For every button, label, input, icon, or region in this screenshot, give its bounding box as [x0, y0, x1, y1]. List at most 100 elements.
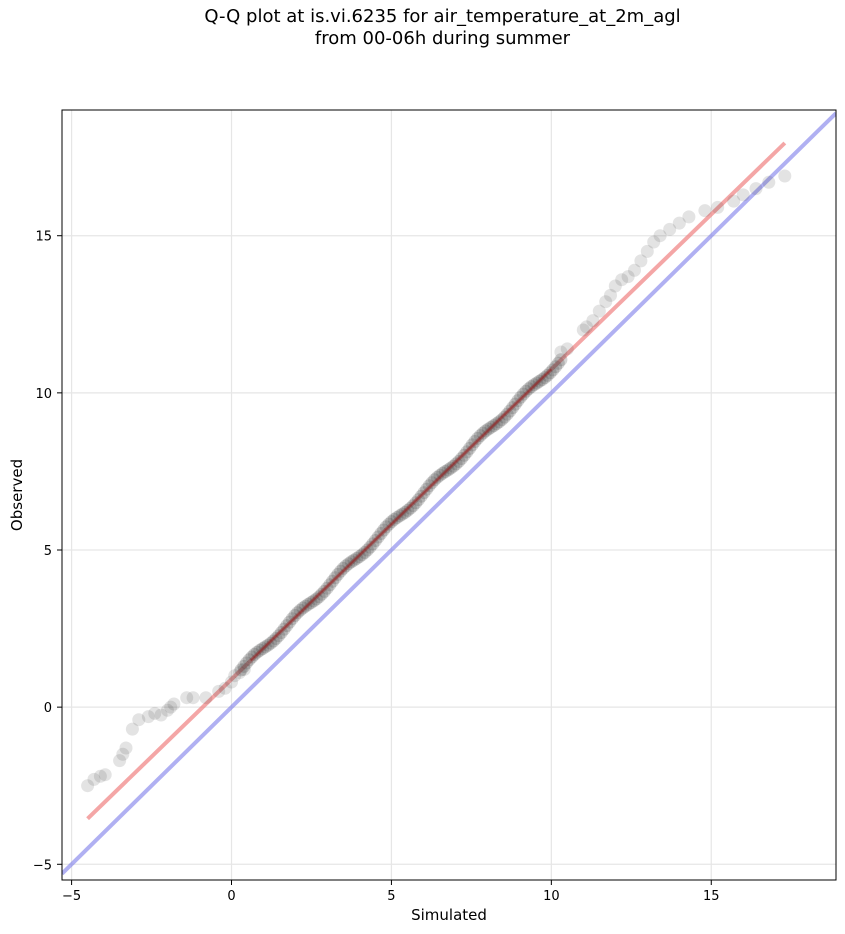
data-point: [245, 650, 259, 664]
data-point: [164, 700, 178, 714]
data-point: [484, 420, 498, 434]
data-point: [398, 505, 412, 519]
data-point: [401, 503, 415, 517]
data-point: [430, 470, 444, 484]
data-point: [495, 413, 509, 427]
data-point: [586, 314, 600, 328]
data-point: [647, 235, 661, 249]
data-point: [218, 681, 232, 695]
data-point: [449, 457, 463, 471]
data-point: [299, 599, 313, 613]
grid: [62, 110, 836, 880]
data-point: [154, 708, 168, 722]
data-point: [336, 561, 350, 575]
data-point: [81, 779, 95, 793]
data-point: [237, 662, 251, 676]
data-point: [280, 619, 294, 633]
data-point: [543, 366, 557, 380]
chart-title-line-2: from 00-06h during summer: [314, 28, 571, 49]
data-point: [242, 653, 256, 667]
trend-overlay-layer: [250, 368, 553, 662]
data-point: [698, 204, 712, 218]
data-point: [476, 426, 490, 440]
data-point: [237, 659, 251, 673]
data-point: [328, 571, 342, 585]
data-point: [390, 511, 404, 524]
data-point: [608, 279, 622, 293]
data-point: [87, 772, 101, 786]
data-point: [749, 182, 763, 196]
data-point: [315, 587, 329, 601]
data-point: [301, 597, 315, 611]
data-point: [406, 499, 420, 513]
axis-ticks: −5 0 5 10 15 −5 0 5 10 15: [33, 230, 720, 904]
data-point: [382, 517, 396, 531]
data-point: [762, 175, 776, 189]
data-point: [508, 397, 522, 411]
data-point: [535, 373, 549, 387]
data-point: [269, 632, 283, 645]
data-point: [500, 407, 514, 421]
data-point: [438, 465, 452, 478]
data-point: [320, 581, 334, 595]
data-point: [377, 523, 391, 537]
data-point: [307, 594, 321, 608]
data-point: [481, 422, 495, 436]
data-point: [455, 452, 468, 465]
data-point: [487, 419, 501, 433]
data-point: [425, 476, 439, 490]
data-point: [441, 463, 455, 477]
data-point: [604, 288, 617, 302]
data-point: [527, 378, 541, 392]
y-tick-label: 10: [35, 387, 52, 402]
data-point: [317, 584, 331, 598]
fit-line: [86, 141, 787, 821]
data-point: [682, 210, 696, 224]
data-point: [248, 647, 261, 661]
data-point: [304, 596, 318, 610]
y-tick-label: 0: [44, 701, 52, 716]
data-point: [277, 622, 291, 636]
data-point: [554, 353, 568, 367]
data-point: [199, 691, 213, 705]
data-point: [615, 273, 629, 287]
data-point: [489, 417, 503, 431]
y-tick-label: 15: [35, 230, 52, 245]
data-point: [538, 371, 552, 385]
data-point: [369, 534, 382, 547]
data-point: [778, 169, 792, 183]
data-point: [141, 710, 155, 724]
data-point: [291, 606, 304, 620]
data-point: [387, 512, 401, 526]
data-point: [228, 669, 242, 683]
x-tick-label: 0: [227, 889, 235, 904]
data-point: [653, 229, 667, 243]
data-point: [148, 706, 162, 720]
y-tick-label: 5: [44, 544, 52, 559]
data-point: [465, 438, 479, 452]
data-point: [366, 537, 380, 551]
data-point: [634, 254, 648, 268]
data-point: [403, 501, 417, 515]
data-point: [433, 468, 447, 482]
data-point: [640, 244, 654, 258]
data-point: [261, 638, 275, 652]
x-tick-label: 15: [703, 889, 720, 904]
x-tick-label: 10: [543, 889, 560, 904]
data-point: [347, 553, 361, 567]
data-point: [234, 663, 248, 677]
y-axis-label: Observed: [8, 459, 26, 531]
plot-frame: [61, 109, 837, 881]
data-point: [363, 540, 377, 554]
trend-overlay-line: [250, 368, 553, 662]
data-point: [621, 270, 635, 284]
data-point: [358, 546, 372, 559]
data-point: [250, 645, 264, 659]
data-point: [374, 527, 388, 540]
data-point: [323, 578, 337, 592]
data-point: [352, 550, 366, 564]
data-point: [293, 603, 307, 617]
data-point: [460, 445, 474, 459]
data-point: [233, 666, 246, 680]
data-point: [519, 384, 533, 398]
